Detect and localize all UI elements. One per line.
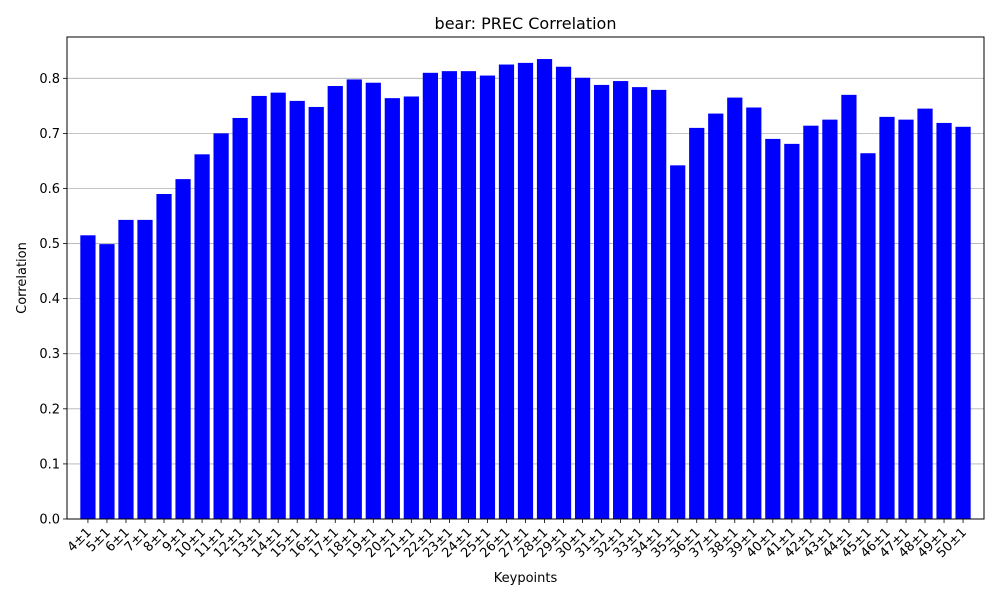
bar xyxy=(860,153,876,520)
bar xyxy=(632,87,648,520)
bar xyxy=(441,71,458,520)
bar xyxy=(955,126,971,520)
bar xyxy=(917,108,933,520)
bar xyxy=(137,219,153,519)
bar xyxy=(460,71,477,520)
bar xyxy=(175,179,191,519)
bar xyxy=(727,97,743,519)
y-tick-label: 0.2 xyxy=(39,402,60,417)
y-tick-label: 0.6 xyxy=(39,182,60,197)
bar xyxy=(289,100,305,520)
bar xyxy=(765,138,781,519)
bar xyxy=(156,193,172,519)
bar xyxy=(879,116,895,520)
bar xyxy=(689,127,705,520)
bar xyxy=(346,79,362,519)
bar xyxy=(517,62,534,519)
y-tick-label: 0.8 xyxy=(39,72,60,87)
bar xyxy=(270,92,286,520)
bar xyxy=(327,86,343,520)
bar xyxy=(118,219,134,519)
bar xyxy=(555,66,572,520)
bar xyxy=(803,125,819,520)
bar xyxy=(841,94,857,519)
x-axis-label: Keypoints xyxy=(494,571,558,586)
bar xyxy=(498,64,515,520)
y-tick-label: 0.1 xyxy=(39,457,60,472)
bar xyxy=(708,113,724,519)
bar xyxy=(898,119,914,519)
bar xyxy=(232,117,248,519)
x-axis-ticks: 4±15±16±17±18±19±110±111±112±113±114±115… xyxy=(65,519,970,561)
bar xyxy=(99,244,115,519)
bar xyxy=(670,165,686,519)
chart-title: bear: PREC Correlation xyxy=(435,14,617,33)
y-tick-label: 0.3 xyxy=(39,347,60,362)
y-axis-ticks: 0.0 0.1 0.2 0.3 0.4 0.5 0.6 0.7 0.8 xyxy=(39,72,67,528)
bar xyxy=(80,235,96,519)
bar xyxy=(936,122,952,519)
bar xyxy=(651,89,667,519)
bar xyxy=(384,98,400,519)
bar xyxy=(593,84,610,520)
bar xyxy=(308,106,324,519)
bars xyxy=(80,59,971,520)
y-tick-label: 0.4 xyxy=(39,292,60,307)
bar xyxy=(784,143,800,520)
y-tick-label: 0.7 xyxy=(39,127,60,142)
bar xyxy=(479,75,496,519)
bar xyxy=(251,95,267,519)
y-axis-label: Correlation xyxy=(15,242,30,314)
bar xyxy=(822,119,838,519)
bar xyxy=(536,59,553,519)
bar xyxy=(574,77,591,519)
bar xyxy=(213,133,229,519)
y-tick-label: 0.5 xyxy=(39,237,60,252)
y-tick-label: 0.0 xyxy=(39,513,60,528)
bar xyxy=(746,107,762,520)
bar xyxy=(403,96,419,520)
bar xyxy=(422,72,438,519)
bar xyxy=(194,154,210,519)
bar xyxy=(613,81,629,519)
bar xyxy=(365,82,381,520)
